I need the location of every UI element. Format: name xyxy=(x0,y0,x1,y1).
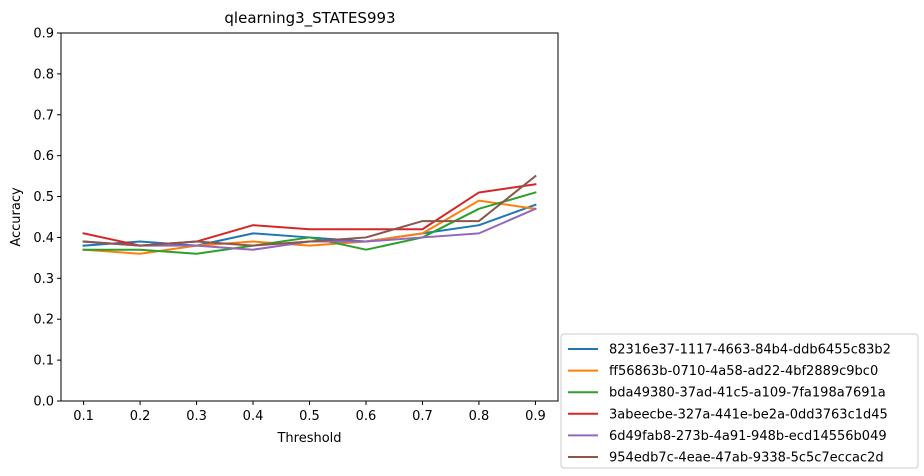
chart-title: qlearning3_STATES993 xyxy=(224,9,395,28)
series-lines xyxy=(82,174,537,255)
legend-label: 3abeecbe-327a-441e-be2a-0dd3763c1d45 xyxy=(609,407,888,422)
legend-label: ff56863b-0710-4a58-ad22-4bf2889c9bc0 xyxy=(609,364,878,379)
y-axis-label: Accuracy xyxy=(9,187,24,247)
y-tick-label: 0.0 xyxy=(33,395,54,410)
legend-label: 82316e37-1117-4663-84b4-ddb6455c83b2 xyxy=(609,343,891,358)
x-tick-label: 0.8 xyxy=(469,409,490,424)
x-axis: 0.1 0.2 0.3 0.4 0.5 0.6 0.7 0.8 0.9 xyxy=(73,401,546,424)
series-line-3 xyxy=(82,191,537,255)
x-tick-label: 0.5 xyxy=(299,409,320,424)
x-axis-label: Threshold xyxy=(276,431,341,446)
legend-label: 954edb7c-4eae-47ab-9338-5c5c7eccac2d xyxy=(609,451,884,466)
legend-label: bda49380-37ad-41c5-a109-7fa198a7691a xyxy=(609,386,886,401)
legend-frame xyxy=(560,333,919,469)
x-tick-label: 0.3 xyxy=(186,409,207,424)
x-tick-label: 0.2 xyxy=(130,409,151,424)
x-tick-label: 0.4 xyxy=(243,409,264,424)
plot-frame xyxy=(60,32,559,402)
x-tick-label: 0.6 xyxy=(356,409,377,424)
x-tick-label: 0.9 xyxy=(525,409,546,424)
y-tick-label: 0.7 xyxy=(33,108,54,123)
series-line-6 xyxy=(82,174,537,247)
y-tick-label: 0.8 xyxy=(33,67,54,82)
legend-entries: 82316e37-1117-4663-84b4-ddb6455c83b2 ff56… xyxy=(568,343,891,466)
x-tick-label: 0.1 xyxy=(73,409,94,424)
legend-label: 6d49fab8-273b-4a91-948b-ecd14556b049 xyxy=(609,429,887,444)
legend: 82316e37-1117-4663-84b4-ddb6455c83b2 ff56… xyxy=(560,333,919,469)
y-tick-label: 0.9 xyxy=(33,27,54,42)
y-tick-label: 0.5 xyxy=(33,190,54,205)
y-tick-label: 0.2 xyxy=(33,313,54,328)
y-tick-label: 0.1 xyxy=(33,354,54,369)
x-tick-label: 0.7 xyxy=(412,409,433,424)
y-tick-label: 0.3 xyxy=(33,272,54,287)
y-tick-label: 0.6 xyxy=(33,149,54,164)
y-axis: 0.0 0.1 0.2 0.3 0.4 0.5 0.6 0.7 0.8 0.9 xyxy=(33,27,61,410)
y-tick-label: 0.4 xyxy=(33,231,54,246)
